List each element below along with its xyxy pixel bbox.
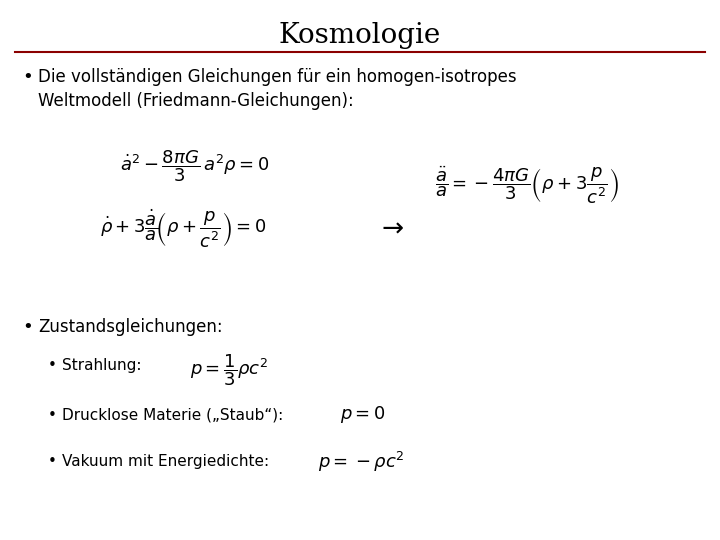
Text: $\dot{\rho} + 3\dfrac{\dot{a}}{a}\!\left(\rho + \dfrac{p}{c^2}\right) = 0$: $\dot{\rho} + 3\dfrac{\dot{a}}{a}\!\left…: [100, 208, 266, 250]
Text: Drucklose Materie („Staub“):: Drucklose Materie („Staub“):: [62, 408, 283, 423]
Text: Vakuum mit Energiedichte:: Vakuum mit Energiedichte:: [62, 454, 269, 469]
Text: $p = 0$: $p = 0$: [340, 404, 386, 425]
Text: $p = \dfrac{1}{3}\rho c^2$: $p = \dfrac{1}{3}\rho c^2$: [190, 352, 268, 388]
Text: Strahlung:: Strahlung:: [62, 358, 142, 373]
Text: $\dfrac{\ddot{a}}{a} = -\dfrac{4\pi G}{3}\left(\rho + 3\dfrac{p}{c^2}\right)$: $\dfrac{\ddot{a}}{a} = -\dfrac{4\pi G}{3…: [435, 165, 619, 206]
Text: •: •: [48, 408, 57, 423]
Text: Zustandsgleichungen:: Zustandsgleichungen:: [38, 318, 222, 336]
Text: Kosmologie: Kosmologie: [279, 22, 441, 49]
Text: $\rightarrow$: $\rightarrow$: [376, 215, 404, 241]
Text: •: •: [22, 68, 32, 86]
Text: •: •: [48, 358, 57, 373]
Text: •: •: [48, 454, 57, 469]
Text: $p = -\rho c^2$: $p = -\rho c^2$: [318, 450, 405, 474]
Text: •: •: [22, 318, 32, 336]
Text: $\dot{a}^2 - \dfrac{8\pi G}{3}\,a^2\rho = 0$: $\dot{a}^2 - \dfrac{8\pi G}{3}\,a^2\rho …: [120, 148, 269, 184]
Text: Die vollständigen Gleichungen für ein homogen-isotropes
Weltmodell (Friedmann-Gl: Die vollständigen Gleichungen für ein ho…: [38, 68, 517, 110]
